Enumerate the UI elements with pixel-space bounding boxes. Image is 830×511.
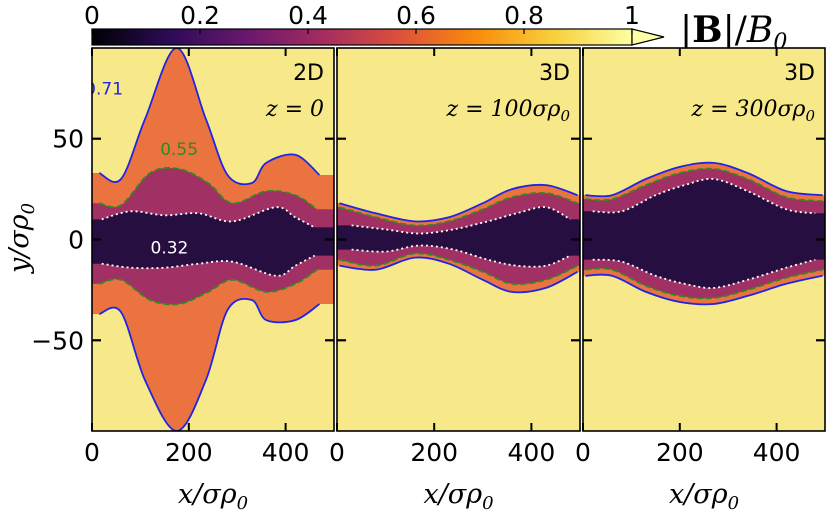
- contour-0-55-lower: [99, 268, 318, 306]
- field-region-0-32: [92, 207, 334, 276]
- contour-0-55-lower: [585, 267, 823, 300]
- panel-z-label: z = 0: [265, 97, 324, 122]
- contour-0-55-upper: [585, 167, 823, 203]
- panel-3d-z300: 3D z = 300σρ0 0 200 400 x/σρ0: [575, 47, 826, 511]
- x-tick-label: 0: [329, 438, 345, 467]
- contour-0-71-lower: [339, 256, 579, 294]
- contour-0-32-lower: [351, 244, 571, 268]
- colorbar-ticks: 0 0.2 0.4 0.6 0.8 1: [84, 1, 640, 34]
- panel-field: [583, 161, 825, 306]
- field-region-0-32: [337, 207, 580, 267]
- contour-0-71-lower: [585, 273, 823, 306]
- contour-0-71-upper: [98, 48, 321, 186]
- y-tick-label: 50: [52, 125, 84, 154]
- panel-tag: 2D: [293, 61, 324, 86]
- field-region-0-32: [583, 178, 825, 289]
- panel-field: 0.71 0.55 0.32: [85, 48, 334, 431]
- contour-label: 0.55: [160, 140, 198, 160]
- colorbar-label: |B|/B0: [680, 9, 787, 55]
- colorbar: 0 0.2 0.4 0.6 0.8 1 |B|/B0: [84, 1, 787, 55]
- y-tick-label: 0: [68, 226, 84, 255]
- colorbar-tick-label: 1: [624, 1, 640, 30]
- contour-0-32-lower: [592, 258, 816, 289]
- colorbar-tick-label: 0.2: [180, 1, 220, 30]
- contour-label: 0.32: [151, 239, 189, 259]
- colorbar-tick-label: 0.4: [288, 1, 328, 30]
- contour-label: 0.71: [85, 79, 123, 99]
- colorbar-tick-label: 0.6: [396, 1, 436, 30]
- x-tick-label: 400: [262, 438, 310, 467]
- panel-field: [337, 183, 580, 294]
- x-axis-label: x/σρ0: [669, 479, 739, 511]
- x-tick-label: 200: [656, 438, 704, 467]
- panel-3d-z100: 3D z = 100σρ0 0 200 400 x/σρ0: [329, 47, 581, 511]
- contour-0-71-upper: [339, 183, 578, 223]
- contour-0-32-upper: [101, 206, 316, 229]
- contour-0-71-lower: [98, 297, 321, 431]
- y-axis-label: y/σρ0: [4, 203, 39, 274]
- panel-z-label: z = 300σρ0: [691, 97, 816, 125]
- contour-0-55-upper: [339, 191, 578, 227]
- x-tick-label: 0: [84, 438, 100, 467]
- x-axis-label: x/σρ0: [423, 479, 493, 511]
- x-axis-label: x/σρ0: [178, 479, 248, 511]
- panel-tag: 3D: [784, 61, 815, 86]
- contour-0-55-upper: [99, 166, 318, 211]
- y-tick-label: −50: [31, 326, 84, 355]
- x-tick-label: 0: [575, 438, 591, 467]
- x-tick-label: 400: [753, 438, 801, 467]
- colorbar-bar: [91, 28, 633, 46]
- x-tick-label: 400: [508, 438, 556, 467]
- contour-0-55-lower: [339, 252, 578, 286]
- contour-0-32-upper: [351, 206, 571, 235]
- x-tick-label: 200: [410, 438, 458, 467]
- panel-z-label: z = 100σρ0: [446, 97, 571, 125]
- contour-0-71-upper: [585, 161, 823, 198]
- colorbar-tick-label: 0.8: [504, 1, 544, 30]
- colorbar-extend-arrow: [631, 28, 665, 46]
- x-tick-label: 200: [165, 438, 213, 467]
- panel-tag: 3D: [539, 61, 570, 86]
- panel-2d-z0: 0.71 0.55 0.32 2D z = 0 0 200 400 −50 0 50 x/σρ0: [31, 47, 335, 511]
- colorbar-tick-label: 0: [84, 1, 100, 30]
